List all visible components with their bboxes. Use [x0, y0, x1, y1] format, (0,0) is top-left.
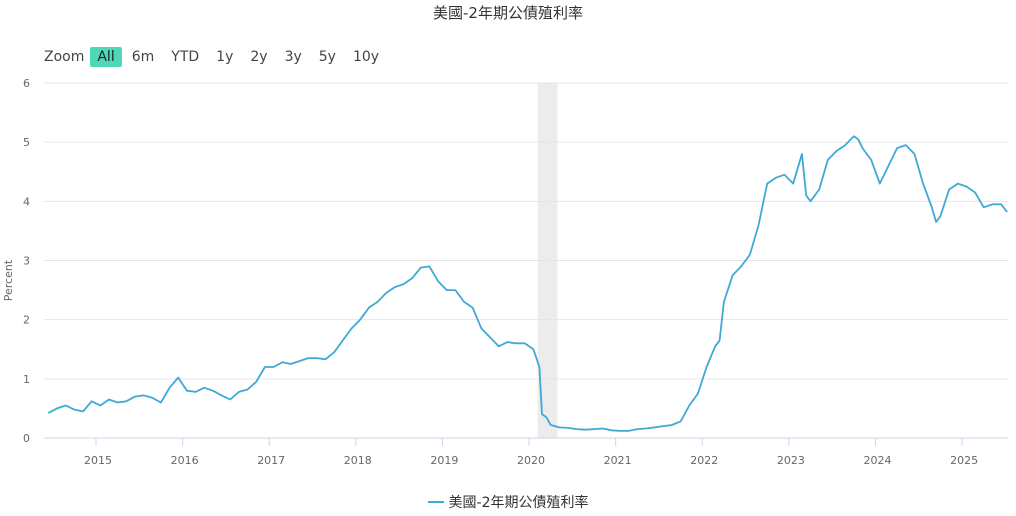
chart-title: 美國-2年期公債殖利率 [433, 4, 583, 22]
x-tick-label: 2020 [517, 454, 545, 467]
x-tick-label: 2023 [777, 454, 805, 467]
legend[interactable]: 美國-2年期公債殖利率 [0, 492, 1016, 512]
zoom-button-all[interactable]: All [90, 47, 122, 67]
zoom-button-10y[interactable]: 10y [352, 49, 380, 65]
zoom-button-5y[interactable]: 5y [318, 49, 336, 65]
zoom-button-3y[interactable]: 3y [284, 49, 302, 65]
x-tick-label: 2018 [344, 454, 372, 467]
zoom-button-2y[interactable]: 2y [250, 49, 268, 65]
zoom-button-1y[interactable]: 1y [216, 49, 234, 65]
y-axis-label: Percent [2, 259, 15, 301]
x-tick-label: 2022 [690, 454, 718, 467]
zoom-label: Zoom [44, 49, 85, 65]
y-tick-label: 3 [23, 255, 30, 268]
x-tick-label: 2017 [257, 454, 285, 467]
zoom-toolbar: Zoom All 6m YTD 1y 2y 3y 5y 10y [44, 47, 389, 67]
zoom-button-6m[interactable]: 6m [131, 49, 155, 65]
legend-label: 美國-2年期公債殖利率 [448, 495, 589, 511]
y-tick-label: 0 [23, 432, 30, 445]
x-tick-label: 2021 [604, 454, 632, 467]
x-tick-label: 2015 [84, 454, 112, 467]
y-tick-label: 5 [23, 136, 30, 149]
y-tick-label: 2 [23, 314, 30, 327]
legend-swatch [427, 501, 444, 503]
y-tick-label: 4 [23, 195, 30, 208]
x-tick-label: 2025 [950, 454, 978, 467]
x-tick-label: 2019 [430, 454, 458, 467]
x-tick-label: 2024 [863, 454, 891, 467]
series-line-0 [47, 135, 1008, 432]
zoom-button-ytd[interactable]: YTD [171, 49, 200, 65]
y-tick-label: 1 [23, 373, 30, 386]
x-tick-label: 2016 [171, 454, 199, 467]
y-tick-label: 6 [23, 77, 30, 90]
